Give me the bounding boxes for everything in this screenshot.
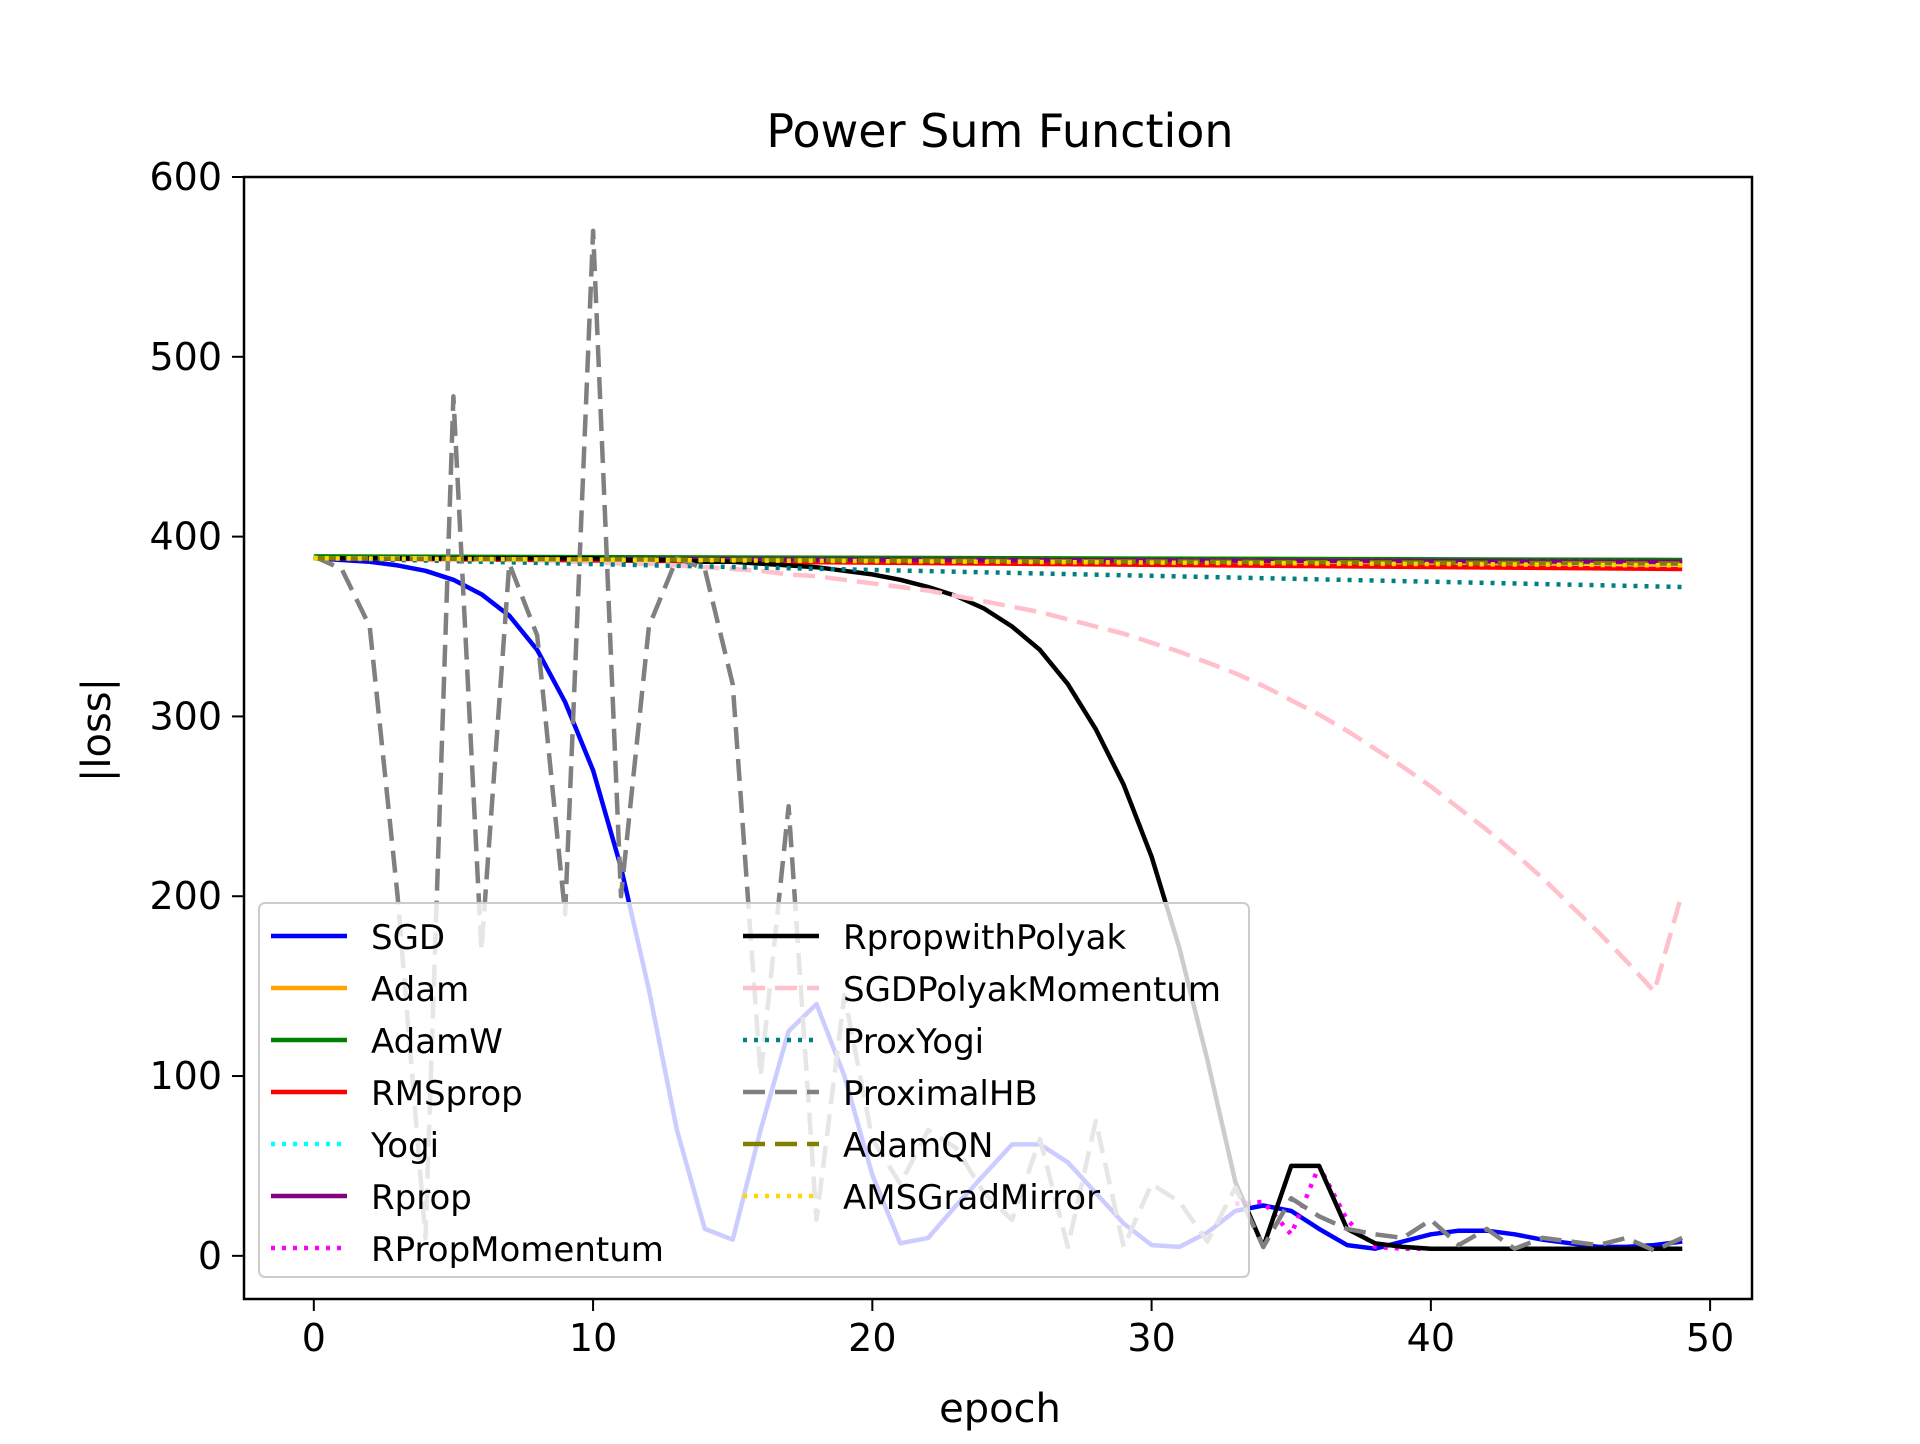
legend-label: Yogi (370, 1126, 439, 1166)
legend-label: AdamW (371, 1022, 503, 1062)
y-tick-label: 200 (149, 874, 222, 918)
x-tick-label: 10 (569, 1316, 617, 1360)
y-tick-label: 400 (149, 515, 222, 559)
series-line-proxyogi (313, 555, 1683, 590)
legend-label: ProximalHB (843, 1074, 1038, 1114)
y-tick-label: 600 (149, 155, 222, 199)
legend: SGD Adam AdamW RMSprop Yogi Rprop RPropMomentu… (258, 902, 1250, 1278)
legend-label: Rprop (371, 1178, 472, 1218)
y-tick-label: 500 (149, 335, 222, 379)
series-layer (312, 228, 1685, 1253)
legend-label: RMSprop (371, 1074, 523, 1114)
y-tick-label: 300 (149, 694, 222, 738)
y-tick-label: 100 (149, 1054, 222, 1098)
legend-label: Adam (371, 970, 469, 1010)
x-tick-label: 0 (302, 1316, 326, 1360)
legend-label: RPropMomentum (371, 1230, 664, 1270)
x-tick-label: 30 (1127, 1316, 1175, 1360)
legend-label: SGD (371, 918, 445, 958)
legend-label: ProxYogi (843, 1022, 984, 1062)
series-line-amsgradmirror (313, 555, 1683, 568)
legend-label: SGDPolyakMomentum (843, 970, 1221, 1010)
legend-label: AMSGradMirror (843, 1178, 1100, 1218)
plot-frame (242, 175, 1754, 1301)
x-tick-label: 20 (848, 1316, 896, 1360)
legend-label: AdamQN (843, 1126, 993, 1166)
x-tick-label: 50 (1686, 1316, 1734, 1360)
x-tick-label: 40 (1407, 1316, 1455, 1360)
x-axis-label: epoch (939, 1386, 1061, 1432)
chart-title: Power Sum Function (766, 104, 1233, 158)
y-tick-label: 0 (198, 1234, 222, 1278)
y-axis-label: |loss| (74, 678, 120, 782)
legend-label: RpropwithPolyak (843, 918, 1126, 958)
